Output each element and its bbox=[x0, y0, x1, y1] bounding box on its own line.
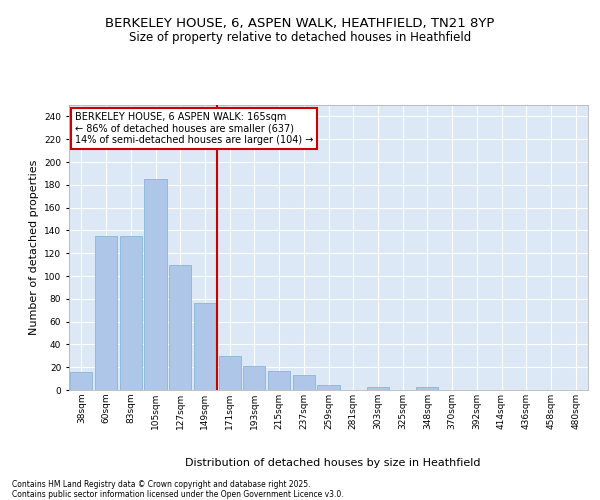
Bar bbox=[317, 386, 340, 390]
Bar bbox=[416, 386, 439, 390]
Text: BERKELEY HOUSE, 6 ASPEN WALK: 165sqm
← 86% of detached houses are smaller (637)
: BERKELEY HOUSE, 6 ASPEN WALK: 165sqm ← 8… bbox=[75, 112, 314, 146]
Bar bbox=[293, 375, 315, 390]
Bar bbox=[95, 236, 117, 390]
Bar bbox=[169, 264, 191, 390]
Bar bbox=[243, 366, 265, 390]
Bar bbox=[367, 386, 389, 390]
Bar bbox=[70, 372, 92, 390]
Y-axis label: Number of detached properties: Number of detached properties bbox=[29, 160, 38, 335]
Bar bbox=[268, 370, 290, 390]
Bar bbox=[194, 304, 216, 390]
Text: Size of property relative to detached houses in Heathfield: Size of property relative to detached ho… bbox=[129, 31, 471, 44]
Text: BERKELEY HOUSE, 6, ASPEN WALK, HEATHFIELD, TN21 8YP: BERKELEY HOUSE, 6, ASPEN WALK, HEATHFIEL… bbox=[106, 18, 494, 30]
Text: Contains HM Land Registry data © Crown copyright and database right 2025.
Contai: Contains HM Land Registry data © Crown c… bbox=[12, 480, 344, 499]
Bar bbox=[119, 236, 142, 390]
Bar bbox=[145, 179, 167, 390]
Bar bbox=[218, 356, 241, 390]
Text: Distribution of detached houses by size in Heathfield: Distribution of detached houses by size … bbox=[185, 458, 481, 468]
